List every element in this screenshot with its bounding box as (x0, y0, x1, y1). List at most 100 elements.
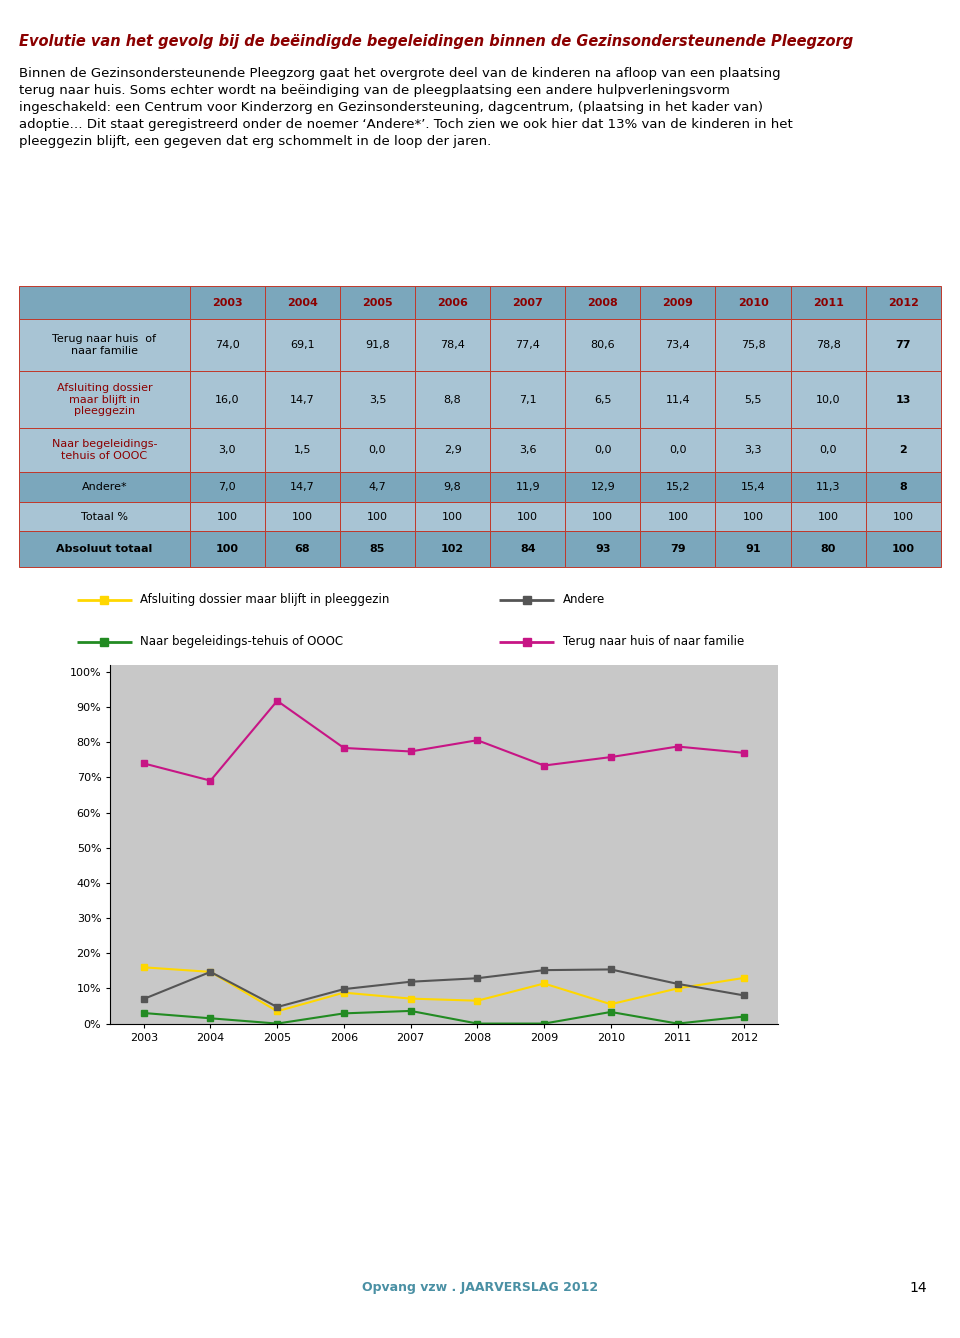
Bar (491, 286, 565, 320)
Text: 74,0: 74,0 (215, 340, 240, 349)
Text: 2010: 2010 (737, 298, 768, 308)
Text: 91: 91 (745, 545, 761, 554)
Bar (19, 320, 190, 371)
Text: 84: 84 (520, 545, 536, 554)
Text: Totaal %: Totaal % (81, 511, 128, 522)
Bar (491, 531, 565, 567)
Bar (791, 531, 866, 567)
Bar (265, 472, 340, 502)
Text: 0,0: 0,0 (369, 446, 386, 455)
Bar (565, 371, 640, 428)
Text: 2011: 2011 (813, 298, 844, 308)
Text: 100: 100 (217, 511, 238, 522)
Text: 7,0: 7,0 (219, 482, 236, 492)
Bar (640, 428, 715, 472)
Bar (866, 371, 941, 428)
Bar (640, 371, 715, 428)
Text: 10,0: 10,0 (816, 395, 840, 404)
Text: 93: 93 (595, 545, 611, 554)
Text: 2006: 2006 (437, 298, 468, 308)
Bar (640, 320, 715, 371)
Bar (866, 502, 941, 531)
Bar (640, 286, 715, 320)
Bar (715, 531, 791, 567)
Bar (190, 371, 265, 428)
Text: 2008: 2008 (588, 298, 618, 308)
Text: 85: 85 (370, 545, 385, 554)
Bar (265, 286, 340, 320)
Bar (491, 371, 565, 428)
Text: 0,0: 0,0 (594, 446, 612, 455)
Bar (340, 472, 415, 502)
Text: 100: 100 (892, 545, 915, 554)
Text: 6,5: 6,5 (594, 395, 612, 404)
Text: 15,4: 15,4 (741, 482, 765, 492)
Bar (340, 286, 415, 320)
Text: 2007: 2007 (513, 298, 543, 308)
Bar (415, 286, 491, 320)
Text: Naar begeleidings-
tehuis of OOOC: Naar begeleidings- tehuis of OOOC (52, 439, 157, 462)
Text: Afsluiting dossier maar blijft in pleeggezin: Afsluiting dossier maar blijft in pleegg… (140, 593, 390, 606)
Text: 11,3: 11,3 (816, 482, 840, 492)
Text: 2,9: 2,9 (444, 446, 462, 455)
Text: Afsluiting dossier
maar blijft in
pleeggezin: Afsluiting dossier maar blijft in pleegg… (57, 383, 153, 416)
Text: 100: 100 (292, 511, 313, 522)
Text: 80: 80 (821, 545, 836, 554)
Text: 78,4: 78,4 (440, 340, 465, 349)
Text: 3,6: 3,6 (519, 446, 537, 455)
Bar (791, 371, 866, 428)
Text: 100: 100 (216, 545, 239, 554)
Text: Andere*: Andere* (82, 482, 128, 492)
Text: Evolutie van het gevolg bij de beëindigde begeleidingen binnen de Gezinsonderste: Evolutie van het gevolg bij de beëindigd… (19, 33, 853, 50)
Bar (265, 320, 340, 371)
Bar (190, 472, 265, 502)
Bar (491, 472, 565, 502)
Text: 69,1: 69,1 (290, 340, 315, 349)
Text: 11,9: 11,9 (516, 482, 540, 492)
Text: 100: 100 (517, 511, 539, 522)
Text: 79: 79 (670, 545, 685, 554)
Bar (340, 320, 415, 371)
Text: 78,8: 78,8 (816, 340, 841, 349)
Text: 68: 68 (295, 545, 310, 554)
Bar (19, 371, 190, 428)
Text: 16,0: 16,0 (215, 395, 239, 404)
Bar (791, 428, 866, 472)
Bar (715, 472, 791, 502)
Bar (340, 428, 415, 472)
Bar (866, 286, 941, 320)
Bar (715, 428, 791, 472)
Bar (715, 320, 791, 371)
Bar (791, 472, 866, 502)
Bar (415, 531, 491, 567)
Bar (19, 502, 190, 531)
Text: Terug naar huis  of
naar familie: Terug naar huis of naar familie (53, 334, 156, 356)
Bar (415, 428, 491, 472)
Bar (19, 286, 190, 320)
Bar (265, 428, 340, 472)
Bar (190, 502, 265, 531)
Text: 3,0: 3,0 (219, 446, 236, 455)
Text: Terug naar huis of naar familie: Terug naar huis of naar familie (563, 636, 744, 648)
Bar (491, 502, 565, 531)
Bar (565, 531, 640, 567)
Text: 0,0: 0,0 (669, 446, 686, 455)
Text: 100: 100 (443, 511, 463, 522)
Bar (866, 472, 941, 502)
Text: 75,8: 75,8 (741, 340, 765, 349)
Bar (715, 502, 791, 531)
Text: 100: 100 (667, 511, 688, 522)
Text: 14,7: 14,7 (290, 482, 315, 492)
Text: 13: 13 (896, 395, 911, 404)
Text: 8: 8 (900, 482, 907, 492)
Text: 2009: 2009 (662, 298, 693, 308)
Bar (491, 428, 565, 472)
Bar (791, 320, 866, 371)
Text: 100: 100 (893, 511, 914, 522)
Text: 3,5: 3,5 (369, 395, 386, 404)
Text: 100: 100 (592, 511, 613, 522)
Text: 2005: 2005 (362, 298, 393, 308)
Bar (415, 472, 491, 502)
Text: 5,5: 5,5 (744, 395, 762, 404)
Bar (866, 428, 941, 472)
